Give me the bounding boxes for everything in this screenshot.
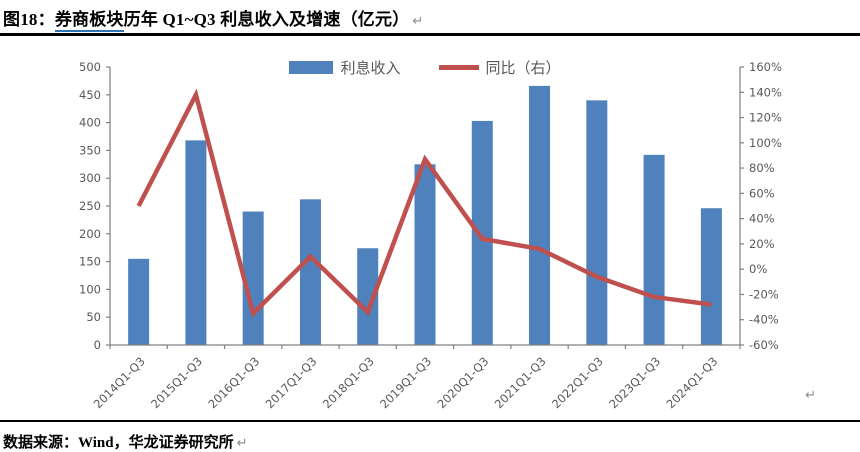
right-axis-tick-label: 0% [749,262,767,276]
chart-legend: 利息收入 同比（右） [110,57,740,78]
figure-number: 图18： [3,10,55,29]
left-axis-tick-label: 200 [79,227,101,241]
figure-title: 图18：券商板块历年 Q1~Q3 利息收入及增速（亿元） ↵ [0,0,860,36]
left-axis-tick-label: 150 [79,255,101,269]
bar-2022Q1-Q3 [586,100,608,345]
bar-2024Q1-Q3 [700,208,722,345]
left-axis-tick-label: 350 [79,143,101,157]
source-text: 数据来源：Wind，华龙证券研究所 [3,435,234,451]
bar-2017Q1-Q3 [299,199,321,345]
title-rest: 历年 Q1~Q3 利息收入及增速（亿元） [123,10,410,29]
right-axis-tick-label: -20% [749,287,779,301]
left-axis-tick-label: 300 [79,171,101,185]
yoy-line [136,88,712,318]
legend-label-interest-income: 利息收入 [340,59,401,77]
x-axis-category-label: 2014Q1-Q3 [91,354,148,411]
right-axis-tick-label: 120% [749,111,782,125]
left-axis-tick-label: 400 [79,116,101,130]
right-axis-tick-label: 20% [749,237,775,251]
x-axis-category-label: 2023Q1-Q3 [606,354,663,411]
legend-bar-swatch-icon [289,61,334,74]
x-axis-category-label: 2020Q1-Q3 [434,354,491,411]
chart-return-mark-icon: ↵ [805,388,816,403]
x-axis-category-label: 2016Q1-Q3 [205,354,262,411]
legend-line-swatch-icon [438,65,479,70]
x-axis-category-label: 2018Q1-Q3 [320,354,377,411]
bar-2018Q1-Q3 [357,248,379,345]
bar-2023Q1-Q3 [643,154,665,345]
x-axis-category-label: 2015Q1-Q3 [148,354,205,411]
data-source: 数据来源：Wind，华龙证券研究所 ↵ [0,422,860,452]
left-axis-tick-label: 250 [79,199,101,213]
x-axis-category-label: 2017Q1-Q3 [263,354,320,411]
left-axis-tick-label: 50 [86,310,101,324]
bar-2014Q1-Q3 [128,258,150,345]
left-axis-tick-label: 0 [94,338,101,352]
x-axis-category-label: 2021Q1-Q3 [492,354,549,411]
x-axis-category-label: 2019Q1-Q3 [377,354,434,411]
x-axis-category-label: 2022Q1-Q3 [549,354,606,411]
x-axis-category-label: 2024Q1-Q3 [664,354,721,411]
source-return-mark-icon: ↵ [236,436,248,451]
title-link-text[interactable]: 券商板块 [54,10,124,32]
right-axis-tick-label: -60% [749,338,779,352]
left-axis-tick-label: 450 [79,88,101,102]
chart-area: 利息收入 同比（右） 0 50 100 150 200 250 300 350 400 450 50… [0,36,860,422]
left-axis-tick-label: 500 [79,60,101,74]
right-axis-tick-label: 140% [749,85,782,99]
legend-label-yoy: 同比（右） [485,59,561,77]
right-axis-tick-label: 100% [749,136,782,150]
bar-line-chart: 0 50 100 150 200 250 300 350 400 450 500 -60% -40% -2… [79,60,782,411]
legend-item-yoy: 同比（右） [438,57,561,78]
left-axis-tick-label: 100 [79,282,101,296]
right-axis-tick-label: 160% [749,60,782,74]
right-axis-tick-label: 40% [749,212,775,226]
bar-2019Q1-Q3 [414,164,436,345]
right-axis-tick-label: 80% [749,161,775,175]
bar-2021Q1-Q3 [529,85,551,346]
right-axis-tick-label: 60% [749,186,775,200]
bar-2016Q1-Q3 [242,211,264,345]
bar-2015Q1-Q3 [185,140,207,345]
bar-2020Q1-Q3 [471,120,493,345]
legend-item-interest-income: 利息收入 [289,57,401,78]
title-return-mark-icon: ↵ [412,14,424,29]
right-axis-tick-label: -40% [749,313,779,327]
